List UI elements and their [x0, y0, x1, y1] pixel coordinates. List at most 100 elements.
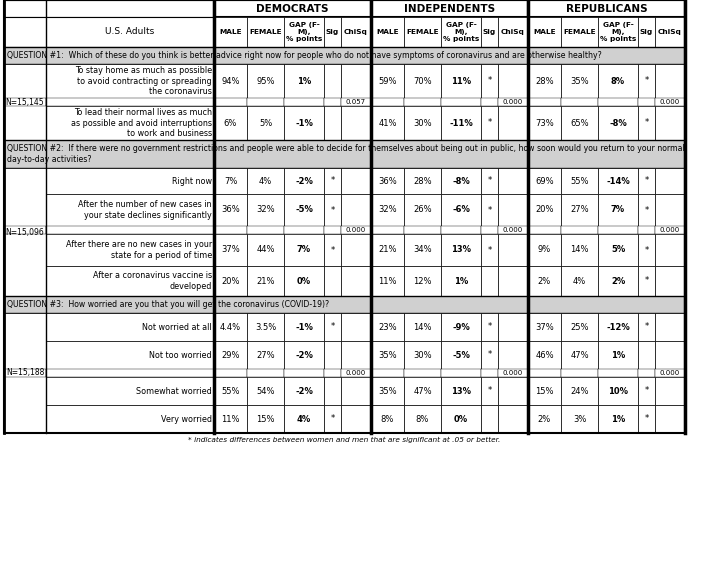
Text: *: * — [487, 387, 492, 395]
Text: 54%: 54% — [256, 387, 275, 395]
FancyBboxPatch shape — [284, 234, 324, 266]
FancyBboxPatch shape — [528, 341, 561, 369]
Text: After there are no new cases in your
state for a period of time: After there are no new cases in your sta… — [66, 240, 212, 260]
FancyBboxPatch shape — [214, 313, 247, 341]
Text: 0.000: 0.000 — [346, 370, 366, 376]
FancyBboxPatch shape — [441, 64, 481, 98]
FancyBboxPatch shape — [4, 47, 685, 64]
FancyBboxPatch shape — [46, 64, 214, 98]
FancyBboxPatch shape — [284, 17, 324, 47]
FancyBboxPatch shape — [214, 341, 247, 369]
FancyBboxPatch shape — [341, 313, 371, 341]
Text: 13%: 13% — [451, 387, 471, 395]
Text: Sig: Sig — [483, 29, 496, 35]
FancyBboxPatch shape — [404, 168, 441, 194]
FancyBboxPatch shape — [561, 341, 598, 369]
Text: 5%: 5% — [611, 245, 625, 254]
FancyBboxPatch shape — [341, 369, 371, 377]
Text: 95%: 95% — [256, 77, 275, 85]
FancyBboxPatch shape — [561, 234, 598, 266]
Text: -11%: -11% — [449, 119, 473, 128]
FancyBboxPatch shape — [441, 17, 481, 47]
Text: 34%: 34% — [413, 245, 432, 254]
Text: -12%: -12% — [606, 323, 630, 332]
FancyBboxPatch shape — [655, 369, 685, 377]
FancyBboxPatch shape — [655, 17, 685, 47]
Text: *: * — [644, 119, 649, 128]
FancyBboxPatch shape — [598, 405, 638, 433]
Text: GAP (F-
M),
% points: GAP (F- M), % points — [443, 22, 479, 42]
FancyBboxPatch shape — [404, 17, 441, 47]
FancyBboxPatch shape — [561, 194, 598, 226]
Text: *: * — [644, 176, 649, 186]
Text: *: * — [330, 414, 335, 423]
Text: 11%: 11% — [378, 277, 397, 285]
Text: After the number of new cases in
your state declines significantly: After the number of new cases in your st… — [78, 201, 212, 219]
FancyBboxPatch shape — [481, 405, 498, 433]
FancyBboxPatch shape — [481, 226, 498, 234]
Text: *: * — [487, 323, 492, 332]
Text: 1%: 1% — [454, 277, 468, 285]
Text: QUESTION #3:  How worried are you that you will get the coronavirus (COVID-19)?: QUESTION #3: How worried are you that yo… — [7, 300, 329, 309]
Text: 7%: 7% — [611, 206, 625, 214]
FancyBboxPatch shape — [371, 313, 404, 341]
FancyBboxPatch shape — [441, 369, 481, 377]
Text: N=15,145: N=15,145 — [6, 97, 45, 107]
Text: 4%: 4% — [297, 414, 311, 423]
FancyBboxPatch shape — [528, 405, 561, 433]
Text: Very worried: Very worried — [161, 414, 212, 423]
FancyBboxPatch shape — [371, 369, 404, 377]
FancyBboxPatch shape — [638, 405, 655, 433]
FancyBboxPatch shape — [441, 377, 481, 405]
FancyBboxPatch shape — [528, 0, 685, 17]
FancyBboxPatch shape — [214, 0, 371, 17]
FancyBboxPatch shape — [247, 313, 284, 341]
FancyBboxPatch shape — [655, 266, 685, 296]
FancyBboxPatch shape — [324, 405, 341, 433]
Text: GAP (F-
M),
% points: GAP (F- M), % points — [286, 22, 322, 42]
Text: 0.000: 0.000 — [503, 99, 523, 105]
FancyBboxPatch shape — [341, 341, 371, 369]
FancyBboxPatch shape — [214, 369, 247, 377]
Text: 36%: 36% — [378, 176, 397, 186]
Text: 36%: 36% — [221, 206, 240, 214]
FancyBboxPatch shape — [481, 98, 498, 106]
FancyBboxPatch shape — [481, 106, 498, 140]
Text: 59%: 59% — [378, 77, 397, 85]
Text: 3.5%: 3.5% — [255, 323, 276, 332]
FancyBboxPatch shape — [214, 106, 247, 140]
Text: 15%: 15% — [535, 387, 554, 395]
FancyBboxPatch shape — [638, 341, 655, 369]
FancyBboxPatch shape — [371, 234, 404, 266]
Text: *: * — [330, 245, 335, 254]
Text: 15%: 15% — [256, 414, 275, 423]
FancyBboxPatch shape — [655, 313, 685, 341]
FancyBboxPatch shape — [46, 106, 214, 140]
FancyBboxPatch shape — [481, 64, 498, 98]
FancyBboxPatch shape — [404, 313, 441, 341]
FancyBboxPatch shape — [371, 341, 404, 369]
FancyBboxPatch shape — [247, 226, 284, 234]
Text: To stay home as much as possible
to avoid contracting or spreading
the coronavir: To stay home as much as possible to avoi… — [75, 66, 212, 96]
Text: N=15,096: N=15,096 — [6, 227, 45, 237]
FancyBboxPatch shape — [371, 226, 404, 234]
Text: 4.4%: 4.4% — [220, 323, 241, 332]
FancyBboxPatch shape — [528, 194, 561, 226]
FancyBboxPatch shape — [481, 266, 498, 296]
FancyBboxPatch shape — [341, 98, 371, 106]
Text: To lead their normal lives as much
as possible and avoid interruptions
to work a: To lead their normal lives as much as po… — [71, 108, 212, 138]
Text: 29%: 29% — [221, 351, 240, 359]
FancyBboxPatch shape — [4, 64, 46, 140]
Text: 14%: 14% — [570, 245, 589, 254]
Text: -5%: -5% — [452, 351, 470, 359]
FancyBboxPatch shape — [561, 405, 598, 433]
Text: 1%: 1% — [611, 351, 625, 359]
FancyBboxPatch shape — [46, 341, 214, 369]
FancyBboxPatch shape — [46, 405, 214, 433]
Text: 0.000: 0.000 — [346, 227, 366, 233]
FancyBboxPatch shape — [498, 17, 528, 47]
FancyBboxPatch shape — [441, 226, 481, 234]
FancyBboxPatch shape — [404, 266, 441, 296]
Text: -1%: -1% — [295, 323, 313, 332]
Text: 2%: 2% — [538, 277, 551, 285]
